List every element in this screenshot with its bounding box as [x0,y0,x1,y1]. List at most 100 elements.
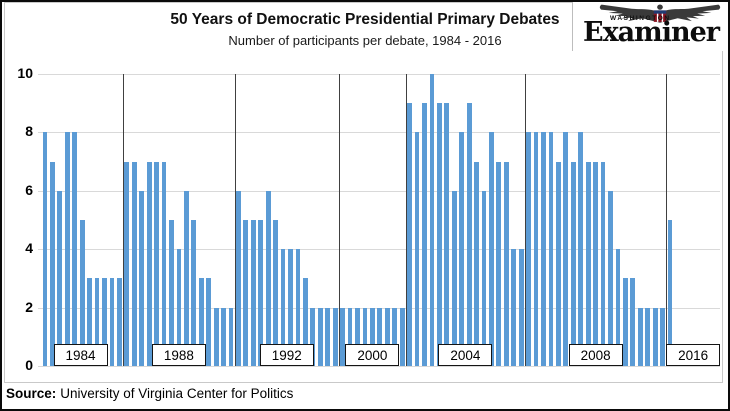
bar-debate-participants [288,249,293,366]
bar-debate-participants [236,190,241,366]
bar-debate-participants [102,278,107,366]
bar-debate-participants [221,307,226,366]
chart-title: 50 Years of Democratic Presidential Prim… [170,11,560,28]
chart-object-border [4,2,723,383]
source-text: University of Virginia Center for Politi… [60,386,294,401]
bar-debate-participants [422,103,427,366]
bar-debate-participants [377,307,383,366]
bar-debate-participants [250,220,256,366]
bar-debate-participants [317,307,323,366]
bar-debate-participants [139,190,145,366]
bar-debate-participants [72,132,78,366]
bar-debate-participants [213,307,219,366]
bar-debate-participants [667,220,673,366]
bar-debate-participants [451,190,457,366]
bar-debate-participants [154,161,159,366]
year-label-box: 2004 [438,344,493,366]
bar-debate-participants [503,161,509,366]
bar-debate-participants [645,307,651,366]
year-label-box: 2008 [568,344,623,366]
bar-debate-participants [94,278,100,366]
bar-debate-participants [533,132,539,366]
source-label: Source: [6,386,57,401]
year-label-box: 1992 [259,344,314,366]
chart-subtitle: Number of participants per debate, 1984 … [228,33,502,48]
y-axis-tick-label: 2 [25,298,33,315]
bar-debate-participants [146,161,152,366]
bar-debate-participants [555,161,561,366]
bar-debate-participants [57,190,63,366]
y-axis-tick-label: 6 [25,181,33,198]
bar-debate-participants [526,132,532,366]
bar-debate-participants [79,220,85,366]
bar-debate-participants [161,161,167,366]
bar-debate-participants [340,307,346,366]
bar-debate-participants [630,278,636,366]
year-label-box: 1988 [151,344,206,366]
bar-debate-participants [474,161,479,366]
bar-debate-participants [489,132,494,366]
bar-debate-participants [362,307,368,366]
bar-debate-participants [258,220,264,366]
year-group-divider [405,74,407,366]
bar-debate-participants [131,161,137,366]
bar-debate-participants [466,103,472,366]
year-group-divider [234,74,236,366]
bar-debate-participants [87,278,93,366]
bar-debate-participants [407,103,412,366]
bar-debate-participants [481,190,487,366]
bar-debate-participants [206,278,212,366]
bar-debate-participants [578,132,584,366]
y-axis-tick-label: 4 [25,240,33,257]
year-group-divider [524,74,526,366]
bar-debate-participants [548,132,554,366]
bar-debate-participants [42,132,48,366]
bar-debate-participants [109,278,115,366]
bar-debate-participants [243,220,249,366]
bar-debate-participants [660,307,665,366]
bar-debate-participants [414,132,420,366]
bar-debate-participants [429,74,435,366]
y-axis-tick-label: 10 [17,65,33,81]
bar-debate-participants [444,103,450,366]
gridline [38,190,720,192]
year-group-divider [123,74,125,366]
bar-debate-participants [303,278,308,366]
bar-debate-participants [280,249,286,366]
bar-debate-participants [191,220,197,366]
bar-debate-participants [511,249,517,366]
bar-debate-participants [600,161,606,366]
year-group-divider [338,74,340,366]
bar-debate-participants [369,307,375,366]
bar-debate-participants [585,161,591,366]
bar-debate-participants [50,161,55,366]
y-axis-tick-label: 8 [25,123,33,140]
gridline [38,249,720,251]
bar-debate-participants [310,307,316,366]
gridline [38,132,720,134]
bar-debate-participants [295,249,301,366]
year-group-divider [666,74,668,366]
washington-examiner-logo: WASHINGTON Examiner [572,2,727,51]
bar-debate-participants [496,161,502,366]
y-axis-tick-label: 0 [25,357,33,373]
bar-debate-participants [325,307,331,366]
bar-debate-participants [64,132,70,366]
bar-debate-participants [593,161,598,366]
bar-debate-participants [459,132,465,366]
bar-debate-participants [117,278,122,366]
bar-debate-participants [541,132,546,366]
bar-debate-participants [332,307,338,366]
year-label-box: 2000 [345,344,400,366]
bar-debate-participants [169,220,174,366]
bar-debate-participants [436,103,442,366]
bar-debate-participants [563,132,569,366]
bar-debate-participants [198,278,204,366]
bar-debate-participants [355,307,360,366]
bar-debate-participants [615,249,621,366]
bar-debate-participants [652,307,658,366]
logo-examiner-text: Examiner [582,17,720,48]
bar-debate-participants [637,307,643,366]
bar-debate-participants [608,190,613,366]
